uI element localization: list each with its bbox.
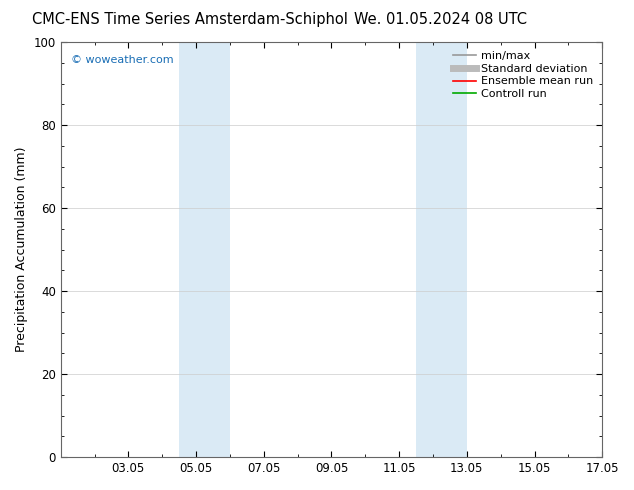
Legend: min/max, Standard deviation, Ensemble mean run, Controll run: min/max, Standard deviation, Ensemble me… [450,48,597,102]
Bar [179,42,230,457]
Bar [416,42,467,457]
Y-axis label: Precipitation Accumulation (mm): Precipitation Accumulation (mm) [15,147,28,352]
Text: CMC-ENS Time Series Amsterdam-Schiphol: CMC-ENS Time Series Amsterdam-Schiphol [32,12,348,27]
Text: We. 01.05.2024 08 UTC: We. 01.05.2024 08 UTC [354,12,527,27]
Text: © woweather.com: © woweather.com [72,54,174,65]
